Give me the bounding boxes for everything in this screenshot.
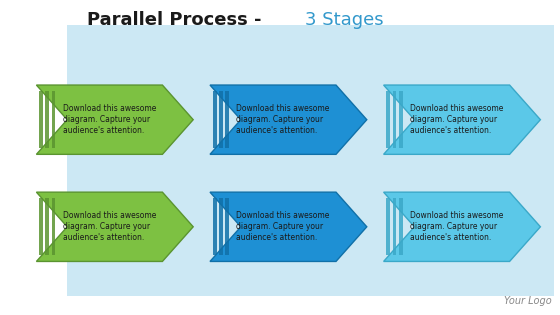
FancyBboxPatch shape [39, 91, 43, 148]
Polygon shape [384, 85, 540, 154]
Polygon shape [36, 85, 193, 154]
Text: Parallel Process -: Parallel Process - [87, 11, 268, 29]
FancyBboxPatch shape [225, 198, 229, 255]
FancyBboxPatch shape [393, 198, 396, 255]
Polygon shape [384, 192, 540, 261]
Text: 3 Stages: 3 Stages [305, 11, 384, 29]
Text: Download this awesome
diagram. Capture your
audience's attention.: Download this awesome diagram. Capture y… [236, 211, 329, 243]
FancyBboxPatch shape [39, 198, 43, 255]
Text: Download this awesome
diagram. Capture your
audience's attention.: Download this awesome diagram. Capture y… [236, 104, 329, 135]
FancyBboxPatch shape [67, 25, 554, 296]
FancyBboxPatch shape [219, 91, 223, 148]
FancyBboxPatch shape [219, 198, 223, 255]
FancyBboxPatch shape [399, 198, 403, 255]
FancyBboxPatch shape [213, 198, 217, 255]
Polygon shape [210, 192, 367, 261]
Text: Download this awesome
diagram. Capture your
audience's attention.: Download this awesome diagram. Capture y… [63, 104, 156, 135]
Polygon shape [36, 192, 193, 261]
Text: Download this awesome
diagram. Capture your
audience's attention.: Download this awesome diagram. Capture y… [410, 104, 503, 135]
Text: Your Logo: Your Logo [504, 295, 552, 306]
FancyBboxPatch shape [225, 91, 229, 148]
FancyBboxPatch shape [213, 91, 217, 148]
Polygon shape [210, 85, 367, 154]
FancyBboxPatch shape [393, 91, 396, 148]
Text: Download this awesome
diagram. Capture your
audience's attention.: Download this awesome diagram. Capture y… [63, 211, 156, 243]
FancyBboxPatch shape [45, 91, 49, 148]
FancyBboxPatch shape [386, 91, 390, 148]
FancyBboxPatch shape [386, 198, 390, 255]
FancyBboxPatch shape [399, 91, 403, 148]
FancyBboxPatch shape [45, 198, 49, 255]
Text: Download this awesome
diagram. Capture your
audience's attention.: Download this awesome diagram. Capture y… [410, 211, 503, 243]
FancyBboxPatch shape [52, 91, 55, 148]
FancyBboxPatch shape [52, 198, 55, 255]
